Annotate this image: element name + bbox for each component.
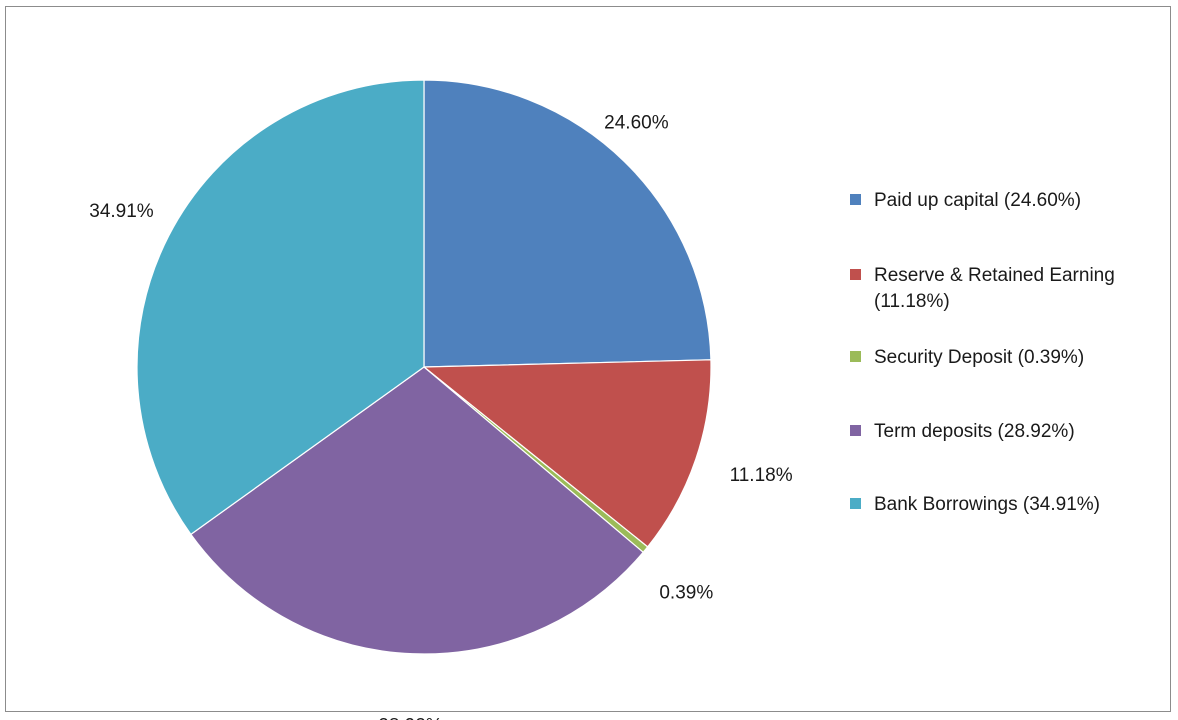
pie-slice-reserve-retained-earning xyxy=(422,359,712,548)
data-label-bank-borrowings: 34.91% xyxy=(89,201,154,222)
legend-label-paid-up-capital: Paid up capital (24.60%) xyxy=(874,190,1082,211)
data-label-reserve-retained-earning: 11.18% xyxy=(730,465,793,486)
legend-label-reserve-retained-earning: Reserve & Retained Earning (11.18%) xyxy=(874,265,1115,312)
legend-label-security-deposit: Security Deposit (0.39%) xyxy=(874,347,1085,368)
legend-label-term-deposits: Term deposits (28.92%) xyxy=(874,421,1075,442)
legend-swatch-security-deposit xyxy=(850,351,861,362)
pie-slice-term-deposits xyxy=(190,366,645,655)
legend-swatch-reserve-retained-earning xyxy=(850,269,861,280)
data-label-term-deposits: 28.92% xyxy=(378,716,443,720)
data-label-paid-up-capital: 24.60% xyxy=(604,113,669,134)
data-label-security-deposit: 0.39% xyxy=(659,582,713,603)
legend-swatch-term-deposits xyxy=(850,425,861,436)
pie-slice-bank-borrowings xyxy=(136,79,425,536)
pie-slice-paid-up-capital xyxy=(423,79,712,368)
legend-swatch-bank-borrowings xyxy=(850,498,861,509)
legend-label-bank-borrowings: Bank Borrowings (34.91%) xyxy=(874,494,1100,515)
chart-legend: Paid up capital (24.60%) Reserve & Retai… xyxy=(850,0,1170,720)
legend-swatch-paid-up-capital xyxy=(850,194,861,205)
